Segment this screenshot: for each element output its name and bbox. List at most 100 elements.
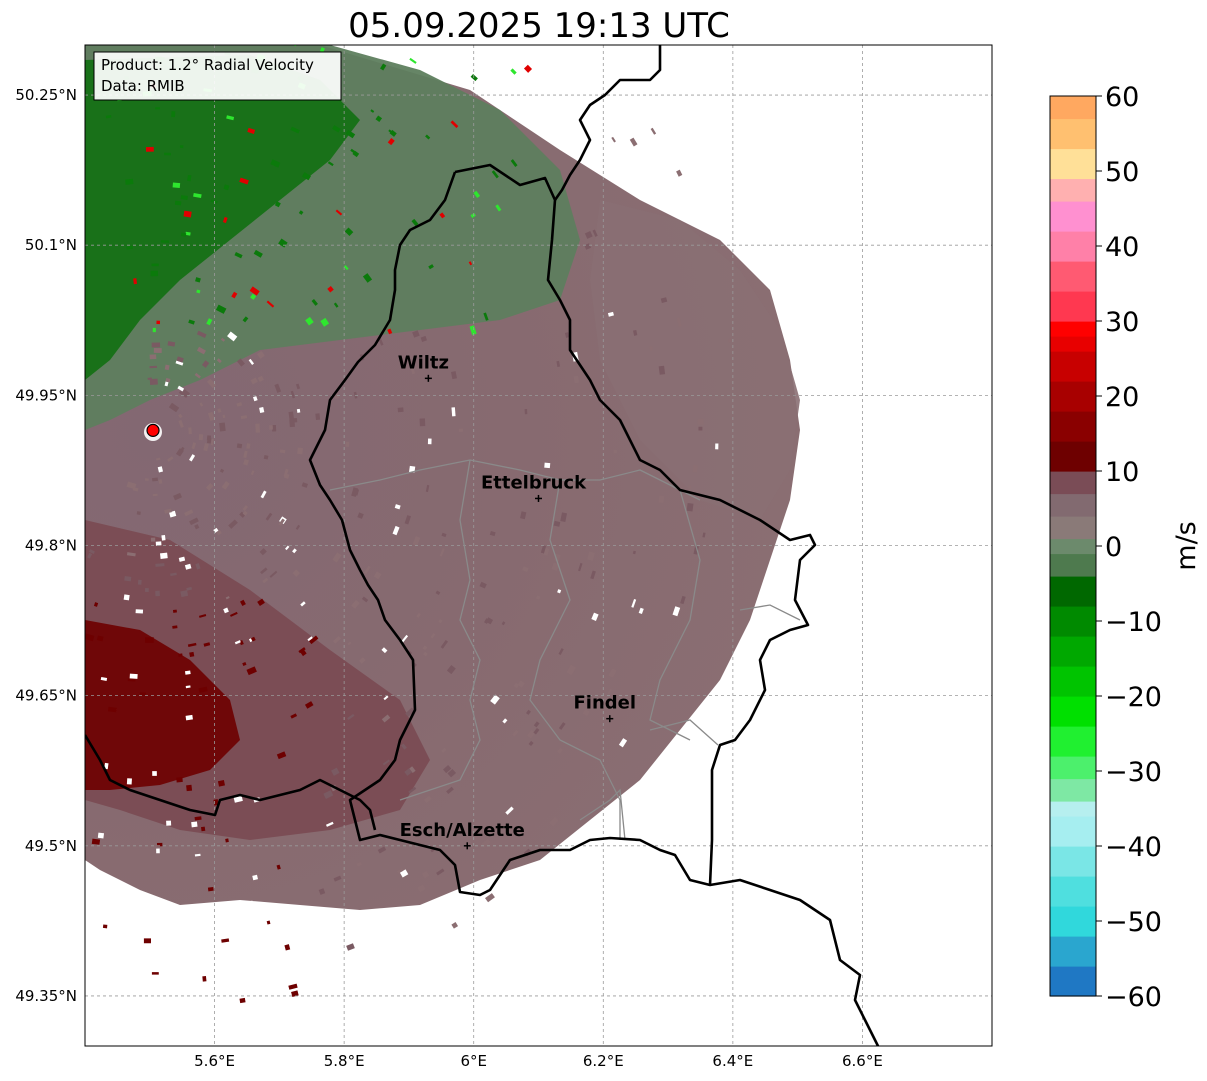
info-box: Product: 1.2° Radial Velocity Data: RMIB <box>93 51 342 101</box>
echo-speckle <box>590 570 596 580</box>
echo-speckle <box>194 524 200 530</box>
colorbar-swatch <box>1050 261 1096 292</box>
echo-speckle <box>410 366 416 375</box>
echo-speckle <box>650 127 657 135</box>
colorbar-swatch <box>1050 201 1096 232</box>
echo-speckle <box>85 633 95 642</box>
echo-speckle <box>450 371 457 380</box>
echo-speckle <box>440 639 449 649</box>
echo-speckle <box>185 231 191 236</box>
echo-speckle <box>155 541 162 546</box>
echo-speckle <box>225 596 230 600</box>
echo-speckle <box>450 120 459 129</box>
echo-speckle <box>64 763 71 769</box>
echo-speckle <box>427 438 432 445</box>
echo-speckle <box>178 556 186 562</box>
admin-boundaries <box>329 459 801 841</box>
echo-speckle <box>160 240 169 243</box>
echo-speckle <box>468 0 474 4</box>
city-esch-alzette: Esch/Alzette <box>400 820 525 850</box>
echo-speckle <box>176 356 184 363</box>
echo-speckle <box>166 820 172 826</box>
echo-speckle <box>346 943 355 951</box>
echo-speckle <box>404 515 411 525</box>
echo-speckle <box>686 502 694 512</box>
echo-speckle <box>219 422 226 432</box>
echo-speckle <box>132 487 139 492</box>
echo-speckle <box>295 383 301 390</box>
echo-speckle <box>203 642 211 647</box>
echo-speckle <box>172 182 181 188</box>
echo-speckle <box>387 137 395 146</box>
echo-speckle <box>156 848 160 854</box>
colorbar-swatch <box>1050 493 1096 517</box>
echo-speckle <box>144 587 149 593</box>
echo-speckle <box>447 768 457 778</box>
echo-speckle <box>430 633 436 639</box>
echo-speckle <box>611 136 616 143</box>
echo-speckle <box>631 598 637 608</box>
echo-speckle <box>188 319 195 325</box>
echo-speckle <box>458 428 463 432</box>
echo-speckle <box>178 419 184 428</box>
echo-speckle <box>242 505 249 511</box>
echo-speckle <box>201 360 210 368</box>
echo-speckle <box>327 286 334 293</box>
echo-speckle <box>370 109 375 113</box>
echo-speckle <box>423 651 428 657</box>
echo-speckle <box>351 487 359 497</box>
echo-speckle <box>394 504 401 510</box>
echo-speckle <box>517 680 525 688</box>
echo-speckle <box>195 277 201 283</box>
echo-speckle <box>222 216 228 224</box>
echo-speckle <box>247 127 256 134</box>
echo-speckle <box>491 170 499 179</box>
echo-speckle <box>469 325 477 336</box>
echo-speckle <box>439 212 446 219</box>
echo-speckle <box>489 531 496 537</box>
colorbar-swatch <box>1050 576 1096 607</box>
echo-speckle <box>383 695 389 701</box>
echo-area-strong-inbound <box>85 55 360 380</box>
echo-speckle <box>156 320 161 325</box>
echo-speckle <box>262 972 270 979</box>
echo-speckle <box>298 210 304 215</box>
echo-speckle <box>633 329 638 336</box>
echo-speckle <box>243 900 254 908</box>
echo-speckle <box>332 635 342 644</box>
echo-speckle <box>715 443 719 450</box>
echo-speckle <box>223 607 229 614</box>
echo-speckle <box>343 265 349 271</box>
echo-speckle <box>510 159 518 167</box>
echo-speckle <box>553 520 561 527</box>
echo-speckle <box>676 317 682 327</box>
colorbar-swatch <box>1050 846 1096 877</box>
echo-speckle <box>164 381 169 387</box>
echo-speckle <box>388 129 395 135</box>
echo-speckle <box>189 517 199 526</box>
echo-speckle <box>373 571 382 580</box>
echo-speckle <box>257 375 264 382</box>
colorbar-swatch <box>1050 148 1096 180</box>
echo-speckle <box>392 525 400 536</box>
echo-speckle <box>180 232 187 237</box>
echo-speckle <box>157 466 164 473</box>
echo-speckle <box>335 209 343 216</box>
longitude-labels: 5.6°E 5.8°E 6°E 6.2°E 6.4°E 6.6°E <box>194 1052 883 1070</box>
echo-speckle <box>325 821 334 827</box>
echo-speckle <box>399 939 407 947</box>
lon-tick-label: 6.4°E <box>712 1052 753 1070</box>
echo-speckle <box>523 64 533 73</box>
colorbar-swatch <box>1050 231 1096 262</box>
echo-speckle <box>311 299 318 306</box>
echo-speckle <box>236 443 243 449</box>
echo-speckle <box>194 372 201 379</box>
echo-speckle <box>155 107 161 110</box>
echo-speckle <box>420 335 428 342</box>
echo-speckle <box>451 407 456 417</box>
echo-speckle <box>133 278 138 285</box>
echo-speckle <box>381 714 391 723</box>
colorbar-tick-label: −50 <box>1105 907 1162 938</box>
echo-speckle <box>551 562 560 572</box>
echo-speckle <box>102 924 108 929</box>
